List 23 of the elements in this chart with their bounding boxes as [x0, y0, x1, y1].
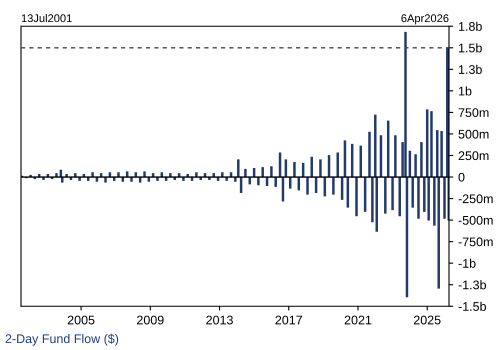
y-tick-label: 500m	[458, 130, 488, 139]
y-tick-label: 750m	[458, 108, 488, 118]
x-tick-label: 2025	[414, 316, 441, 324]
text: 6Apr2026	[401, 14, 449, 24]
x-tick-label: 2009	[137, 316, 164, 324]
text: 13Jul2001	[22, 14, 72, 22]
y-tick-label: 1.8b	[458, 22, 482, 31]
y-tick-label: 1.5b	[458, 43, 482, 52]
y-tick-label: 1.3b	[458, 64, 482, 74]
y-tick-label: 1b	[458, 86, 472, 96]
y-tick-label: -750m	[458, 237, 493, 246]
x-tick-label: 2017	[275, 316, 302, 324]
text: 2-Day Fund Flow ($)	[6, 334, 118, 346]
x-tick-label: 2013	[206, 316, 233, 324]
x-tick-label: 2021	[344, 316, 372, 324]
y-tick-label: -500m	[458, 216, 493, 225]
y-tick-label: -1.5b	[458, 302, 486, 311]
y-tick-label: 0	[458, 172, 464, 182]
y-tick-label: -1.3b	[458, 280, 486, 290]
x-tick-label: 2005	[68, 316, 94, 324]
y-tick-label: 250m	[458, 151, 488, 160]
y-tick-label: -1b	[458, 258, 476, 268]
y-tick-label: -250m	[458, 194, 493, 204]
